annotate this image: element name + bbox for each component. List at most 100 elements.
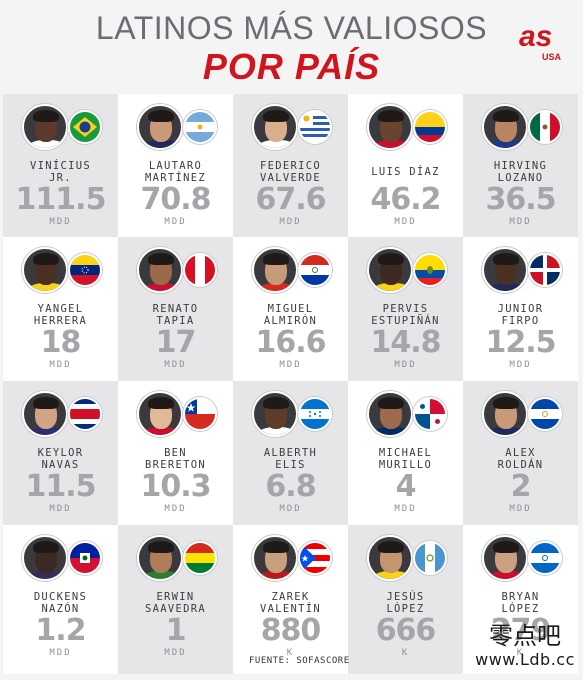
player-card: FEDERICO VALVERDE 67.6 MDD <box>233 94 348 237</box>
value-unit: MDD <box>49 217 72 227</box>
market-value: 4 <box>395 469 417 504</box>
player-card: LAUTARO MARTÍNEZ 70.8 MDD <box>118 94 233 237</box>
brazil-flag-icon <box>68 110 102 144</box>
player-name: BRYAN LÓPEZ <box>501 591 540 615</box>
nicaragua-flag-icon <box>528 541 562 575</box>
panama-flag-icon <box>413 397 447 431</box>
player-card: RENATO TAPIA 17 MDD <box>118 237 233 381</box>
player-avatar <box>137 391 183 437</box>
value-unit: MDD <box>164 648 187 658</box>
ecuador-flag-icon <box>413 253 447 287</box>
value-unit: MDD <box>394 360 417 370</box>
dominican-republic-flag-icon <box>528 253 562 287</box>
player-name: JESÚS LÓPEZ <box>386 591 425 615</box>
value-unit: MDD <box>279 504 302 514</box>
guatemala-flag-icon <box>413 541 447 575</box>
player-avatar <box>482 391 528 437</box>
player-name: RENATO TAPIA <box>152 303 199 327</box>
player-name: BEN BRERETON <box>145 447 206 471</box>
market-value: 111.5 <box>15 182 107 217</box>
value-unit: MDD <box>509 360 532 370</box>
players-grid: VINÍCIUS JR. 111.5 MDD LAUTARO MARTÍNEZ 70.8 MD… <box>3 94 580 674</box>
player-avatar <box>137 535 183 581</box>
paraguay-flag-icon <box>298 253 332 287</box>
value-unit: MDD <box>279 360 302 370</box>
market-value: 18 <box>40 325 82 360</box>
venezuela-flag-icon <box>68 253 102 287</box>
player-card: MIGUEL ALMIRÓN 16.6 MDD <box>233 237 348 381</box>
player-card: ALEX ROLDÁN 2 MDD <box>463 381 578 525</box>
market-value: 70.8 <box>140 182 211 217</box>
player-name: FEDERICO VALVERDE <box>260 160 321 184</box>
as-usa-logo: as USA <box>519 22 569 68</box>
header: LATINOS MÁS VALIOSOS POR PAÍS as USA <box>0 0 583 92</box>
player-avatar <box>22 391 68 437</box>
player-name: LUIS DÍAZ <box>371 166 440 178</box>
player-card: LUIS DÍAZ 46.2 MDD <box>348 94 463 237</box>
player-name: MIGUEL ALMIRÓN <box>263 303 318 327</box>
haiti-flag-icon <box>68 541 102 575</box>
player-card: BEN BRERETON 10.3 MDD <box>118 381 233 525</box>
player-name: ZAREK VALENTÍN <box>260 591 321 615</box>
logo-subtext: USA <box>541 52 561 62</box>
player-card: JUNIOR FIRPO 12.5 MDD <box>463 237 578 381</box>
player-avatar <box>367 247 413 293</box>
title-line-1: LATINOS MÁS VALIOSOS <box>95 10 488 46</box>
player-avatar <box>252 247 298 293</box>
chile-flag-icon <box>183 397 217 431</box>
market-value: 14.8 <box>370 325 441 360</box>
market-value: 11.5 <box>25 469 96 504</box>
player-name: JUNIOR FIRPO <box>497 303 544 327</box>
argentina-flag-icon <box>183 110 217 144</box>
player-avatar <box>367 104 413 150</box>
market-value: 2 <box>510 469 532 504</box>
player-avatar <box>22 104 68 150</box>
player-name: ALBERTH ELIS <box>263 447 318 471</box>
player-card: VINÍCIUS JR. 111.5 MDD <box>3 94 118 237</box>
market-value: 10.3 <box>140 469 211 504</box>
player-name: YANGEL HERRERA <box>33 303 88 327</box>
market-value: 666 <box>375 613 437 648</box>
value-unit: MDD <box>49 504 72 514</box>
player-avatar <box>482 535 528 581</box>
player-avatar <box>22 535 68 581</box>
player-card: JESÚS LÓPEZ 666 K <box>348 525 463 674</box>
player-name: ALEX ROLDÁN <box>497 447 544 471</box>
player-card: MICHAEL MURILLO 4 MDD <box>348 381 463 525</box>
market-value: 46.2 <box>370 182 441 217</box>
watermark: 零点吧 www.Ldb.cc <box>470 622 580 670</box>
player-card: ZAREK VALENTÍN 880 K <box>233 525 348 674</box>
player-name: MICHAEL MURILLO <box>378 447 433 471</box>
player-card: DUCKENS NAZÓN 1.2 MDD <box>3 525 118 674</box>
value-unit: MDD <box>49 648 72 658</box>
colombia-flag-icon <box>413 110 447 144</box>
market-value: 6.8 <box>265 469 316 504</box>
market-value: 1 <box>165 613 187 648</box>
player-name: VINÍCIUS JR. <box>30 160 91 184</box>
market-value: 17 <box>155 325 197 360</box>
logo-text: as <box>519 20 553 53</box>
market-value: 880 <box>260 613 322 648</box>
value-unit: K <box>516 648 525 658</box>
puerto-rico-flag-icon <box>298 541 332 575</box>
uruguay-flag-icon <box>298 110 332 144</box>
player-avatar <box>252 104 298 150</box>
player-name: ERWIN SAAVEDRA <box>145 591 206 615</box>
value-unit: MDD <box>164 504 187 514</box>
market-value: 12.5 <box>485 325 556 360</box>
player-avatar <box>137 247 183 293</box>
player-name: PERVIS ESTUPIÑÁN <box>371 303 440 327</box>
player-name: KEYLOR NAVAS <box>37 447 84 471</box>
player-card: PERVIS ESTUPIÑÁN 14.8 MDD <box>348 237 463 381</box>
value-unit: MDD <box>509 217 532 227</box>
player-avatar <box>367 391 413 437</box>
value-unit: MDD <box>164 360 187 370</box>
value-unit: MDD <box>509 504 532 514</box>
watermark-url: www.Ldb.cc <box>475 650 575 669</box>
value-unit: MDD <box>394 217 417 227</box>
player-avatar <box>137 104 183 150</box>
watermark-text: 零点吧 <box>489 622 561 650</box>
market-value: 279 <box>490 613 552 648</box>
source-note: FUENTE: SOFASCORE <box>249 656 350 666</box>
market-value: 36.5 <box>485 182 556 217</box>
